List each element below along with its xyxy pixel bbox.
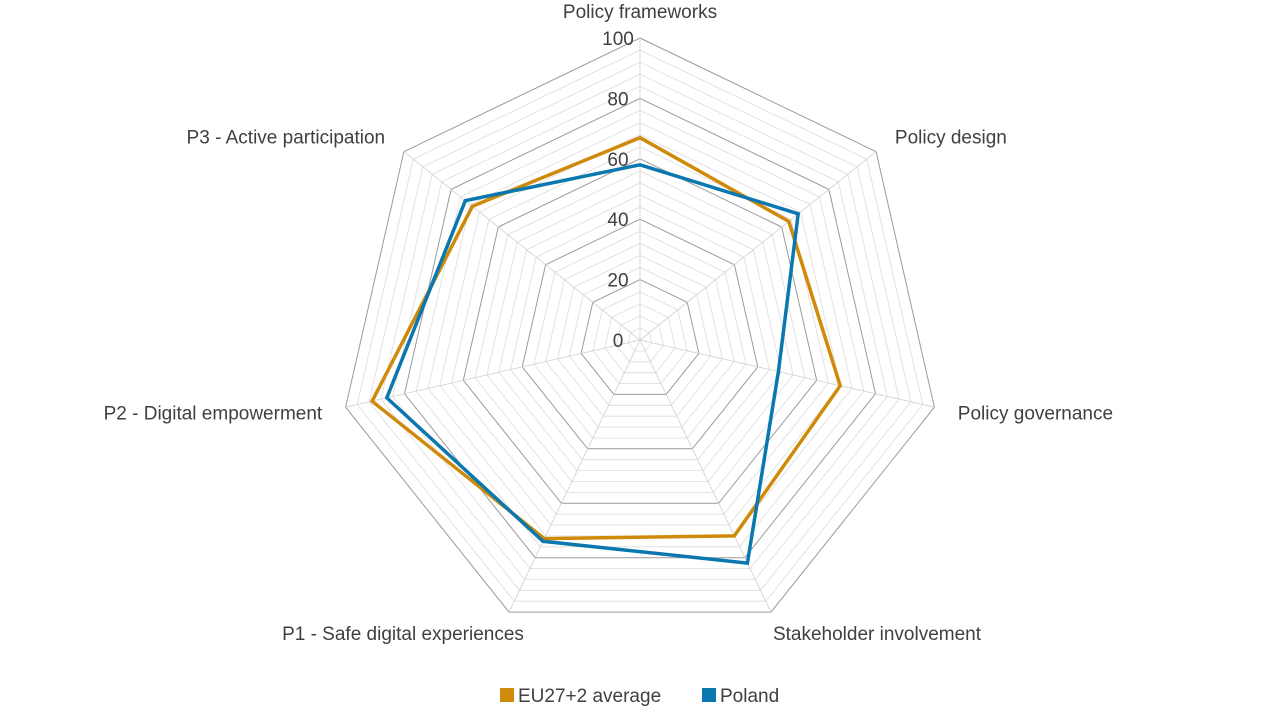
radar-spoke <box>639 339 935 408</box>
grid-ring-minor <box>592 291 688 384</box>
grid-ring-major <box>462 158 818 504</box>
tick-label: 80 <box>607 89 628 110</box>
grid-ring-minor <box>545 242 735 428</box>
axis-labels: Policy frameworks Policy design Policy gov… <box>104 2 1113 645</box>
radar-spoke <box>639 339 772 613</box>
tick-label: 0 <box>613 331 624 352</box>
axis-label: P2 - Digital empowerment <box>104 404 323 425</box>
radar-spoke <box>403 151 641 341</box>
tick-label: 60 <box>607 150 628 171</box>
axis-label: Policy design <box>895 128 1007 149</box>
grid-ring-minor <box>568 267 712 406</box>
grid-ring-minor <box>474 170 806 493</box>
grid-ring-major <box>403 97 877 559</box>
legend-label: EU27+2 average <box>518 686 661 707</box>
axis-label: Policy frameworks <box>563 2 717 23</box>
axis-label: P3 - Active participation <box>187 128 386 149</box>
series-line <box>384 162 801 566</box>
grid-ring-minor <box>392 85 888 569</box>
grid-ring-minor <box>380 73 900 580</box>
grid-ring-minor <box>557 254 723 417</box>
grid-ring-minor <box>627 327 653 352</box>
grid-ring-minor <box>498 194 782 472</box>
grid-ring-minor <box>368 61 912 591</box>
grid-ring-minor <box>510 206 770 461</box>
legend-label: Poland <box>720 686 779 707</box>
series-line <box>369 135 843 541</box>
grid-ring-minor <box>604 303 676 374</box>
tick-label: 40 <box>607 210 628 231</box>
data-series <box>369 135 843 566</box>
legend: EU27+2 average Poland <box>500 686 779 707</box>
radar-spokes <box>345 38 935 613</box>
grid-ring-major <box>345 37 935 613</box>
grid-ring-minor <box>486 182 794 482</box>
tick-label: 100 <box>602 29 634 50</box>
legend-swatch <box>702 688 716 702</box>
axis-label: Policy governance <box>958 404 1113 425</box>
legend-swatch <box>500 688 514 702</box>
radar-spoke <box>508 339 641 613</box>
radar-spoke <box>345 339 641 408</box>
axis-label: P1 - Safe digital experiences <box>282 624 524 645</box>
grid-ring-minor <box>356 49 924 602</box>
grid-ring-minor <box>439 134 841 526</box>
tick-label: 20 <box>607 271 628 292</box>
grid-ring-major <box>521 218 759 450</box>
radial-tick-labels: 0 20 40 60 80 100 <box>602 29 634 352</box>
grid-ring-minor <box>615 315 665 363</box>
axis-label: Stakeholder involvement <box>773 624 982 645</box>
radar-spoke <box>639 151 877 341</box>
grid-ring-minor <box>533 230 747 439</box>
grid-ring-major <box>580 279 700 395</box>
